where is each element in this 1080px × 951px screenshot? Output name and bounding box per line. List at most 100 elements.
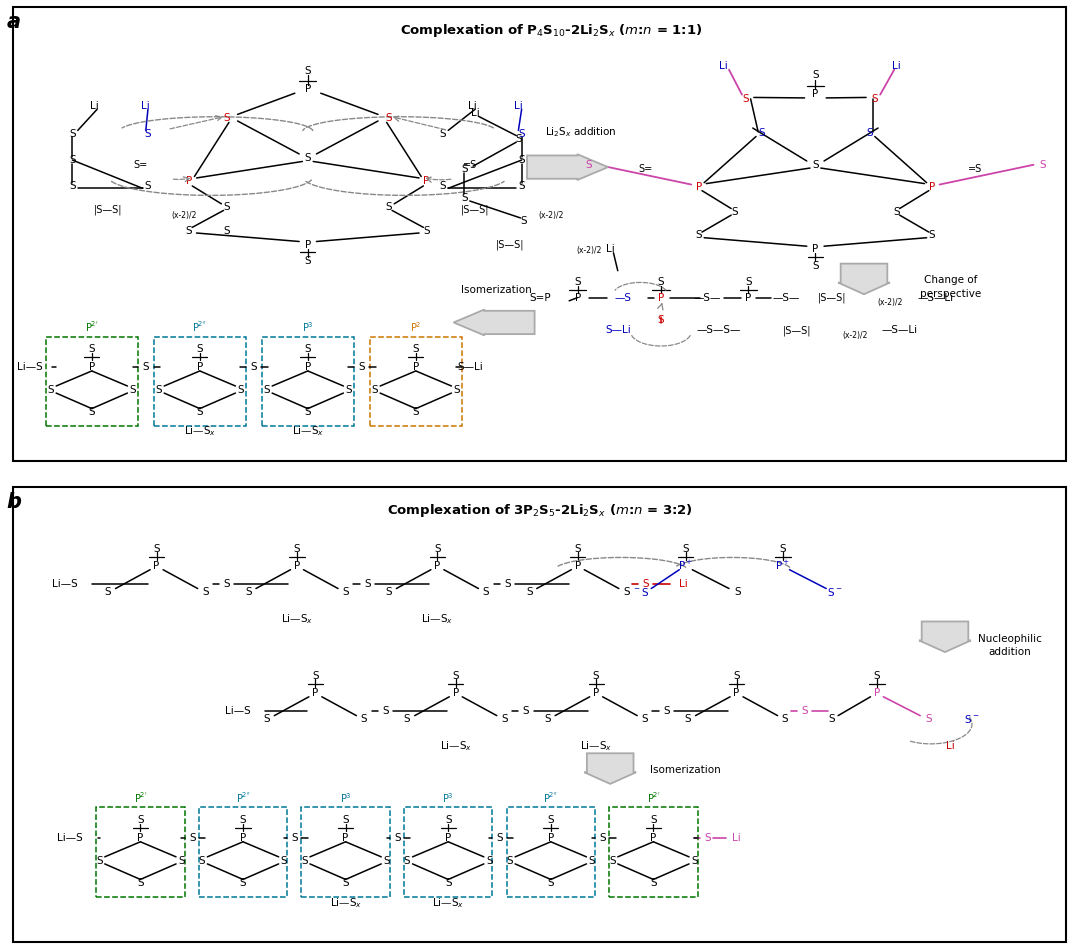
Text: Li—S: Li—S bbox=[225, 706, 251, 716]
Text: P: P bbox=[305, 240, 311, 250]
Text: S: S bbox=[599, 833, 606, 843]
Text: S: S bbox=[386, 588, 392, 597]
Text: Li: Li bbox=[90, 101, 98, 111]
Text: S: S bbox=[413, 407, 419, 417]
Text: S: S bbox=[454, 385, 460, 395]
Text: P: P bbox=[548, 833, 554, 843]
Text: addition: addition bbox=[988, 647, 1031, 657]
Text: P: P bbox=[733, 688, 740, 698]
Polygon shape bbox=[838, 263, 890, 294]
Text: P: P bbox=[413, 362, 419, 372]
Text: P: P bbox=[305, 362, 311, 372]
Text: S: S bbox=[186, 225, 192, 236]
Text: S: S bbox=[731, 206, 738, 217]
Text: —S—Li: —S—Li bbox=[881, 325, 918, 336]
Text: S: S bbox=[745, 278, 752, 287]
Text: S: S bbox=[224, 112, 230, 123]
Text: S: S bbox=[224, 225, 230, 236]
Text: P: P bbox=[453, 688, 459, 698]
Text: Li—S$_x$: Li—S$_x$ bbox=[432, 896, 464, 910]
Text: P: P bbox=[874, 688, 880, 698]
Text: P: P bbox=[186, 176, 192, 186]
Text: —S—S—: —S—S— bbox=[696, 325, 741, 336]
Text: P$^{2''}$: P$^{2''}$ bbox=[192, 320, 207, 335]
Text: S: S bbox=[69, 155, 76, 165]
Text: S: S bbox=[189, 833, 195, 843]
Text: Li: Li bbox=[606, 244, 615, 255]
Text: S: S bbox=[874, 670, 880, 681]
Text: S: S bbox=[518, 129, 525, 139]
Text: S: S bbox=[548, 878, 554, 887]
Text: S: S bbox=[434, 544, 441, 553]
Text: P$^3$: P$^3$ bbox=[302, 320, 313, 334]
Text: P: P bbox=[696, 182, 702, 192]
Text: P: P bbox=[294, 561, 300, 571]
Text: P$^{2''}$: P$^{2''}$ bbox=[543, 791, 558, 805]
Text: perspective: perspective bbox=[920, 289, 981, 300]
Text: S: S bbox=[812, 160, 819, 170]
Text: S: S bbox=[153, 544, 160, 553]
Text: S: S bbox=[305, 407, 311, 417]
Text: P: P bbox=[153, 561, 160, 571]
Text: P$^2$: P$^2$ bbox=[410, 320, 421, 334]
Text: Isomerization: Isomerization bbox=[461, 284, 532, 295]
Text: S: S bbox=[96, 856, 103, 865]
Text: =S: =S bbox=[968, 165, 983, 174]
Text: S: S bbox=[224, 579, 230, 589]
Text: S: S bbox=[383, 856, 390, 865]
Text: S: S bbox=[305, 256, 311, 266]
Text: S: S bbox=[643, 579, 649, 589]
Text: S=: S= bbox=[638, 165, 653, 174]
Text: (x-2)/2: (x-2)/2 bbox=[842, 331, 868, 340]
Text: S: S bbox=[359, 362, 365, 372]
Text: S=P: S=P bbox=[529, 293, 551, 302]
Text: S: S bbox=[685, 714, 691, 725]
Text: Li: Li bbox=[719, 61, 728, 71]
Text: S: S bbox=[342, 588, 349, 597]
Text: P$^{2'}$: P$^{2'}$ bbox=[85, 320, 98, 335]
Bar bbox=[96, 807, 185, 897]
Text: P$^{2''}$: P$^{2''}$ bbox=[235, 791, 251, 805]
Text: S: S bbox=[866, 127, 873, 138]
Text: S: S bbox=[812, 70, 819, 80]
Text: Complexation of P$_4$S$_{10}$-2Li$_2$S$_x$ ($m$:$n$ = 1:1): Complexation of P$_4$S$_{10}$-2Li$_2$S$_… bbox=[400, 22, 702, 39]
Text: S: S bbox=[178, 856, 185, 865]
Text: S: S bbox=[1039, 160, 1045, 170]
Text: P$^{2'}$: P$^{2'}$ bbox=[134, 791, 147, 805]
Text: P: P bbox=[445, 833, 451, 843]
Text: —S—: —S— bbox=[693, 293, 721, 302]
Text: S: S bbox=[342, 815, 349, 825]
Text: S: S bbox=[696, 230, 702, 241]
Text: S: S bbox=[526, 588, 532, 597]
Text: S: S bbox=[281, 856, 287, 865]
Text: S: S bbox=[593, 670, 599, 681]
Text: S: S bbox=[361, 714, 367, 725]
Text: S: S bbox=[445, 878, 451, 887]
Text: a: a bbox=[6, 11, 21, 31]
Text: S: S bbox=[372, 385, 378, 395]
Text: S: S bbox=[346, 385, 352, 395]
Text: S: S bbox=[69, 129, 76, 139]
Text: S: S bbox=[691, 856, 698, 865]
Text: Li: Li bbox=[732, 833, 741, 843]
Text: S: S bbox=[518, 155, 525, 165]
Text: =S: =S bbox=[462, 160, 477, 170]
Text: S—Li: S—Li bbox=[605, 325, 631, 336]
Text: Li: Li bbox=[946, 741, 955, 751]
Text: S: S bbox=[801, 706, 808, 716]
Text: S: S bbox=[156, 385, 162, 395]
Text: S: S bbox=[929, 230, 935, 241]
Text: S: S bbox=[658, 278, 664, 287]
Text: S: S bbox=[404, 856, 410, 865]
Text: Li: Li bbox=[141, 101, 150, 111]
Text: P: P bbox=[812, 89, 819, 99]
Bar bbox=[153, 337, 246, 426]
Text: Li—S: Li—S bbox=[52, 579, 78, 589]
Text: S: S bbox=[515, 134, 522, 144]
Text: S: S bbox=[704, 833, 711, 843]
Text: Complexation of 3P$_2$S$_5$-2Li$_2$S$_x$ ($m$:$n$ = 3:2): Complexation of 3P$_2$S$_5$-2Li$_2$S$_x$… bbox=[387, 502, 693, 519]
Text: S: S bbox=[440, 129, 446, 139]
Text: P: P bbox=[240, 833, 246, 843]
Text: Change of: Change of bbox=[923, 275, 977, 285]
Text: P: P bbox=[575, 561, 581, 571]
